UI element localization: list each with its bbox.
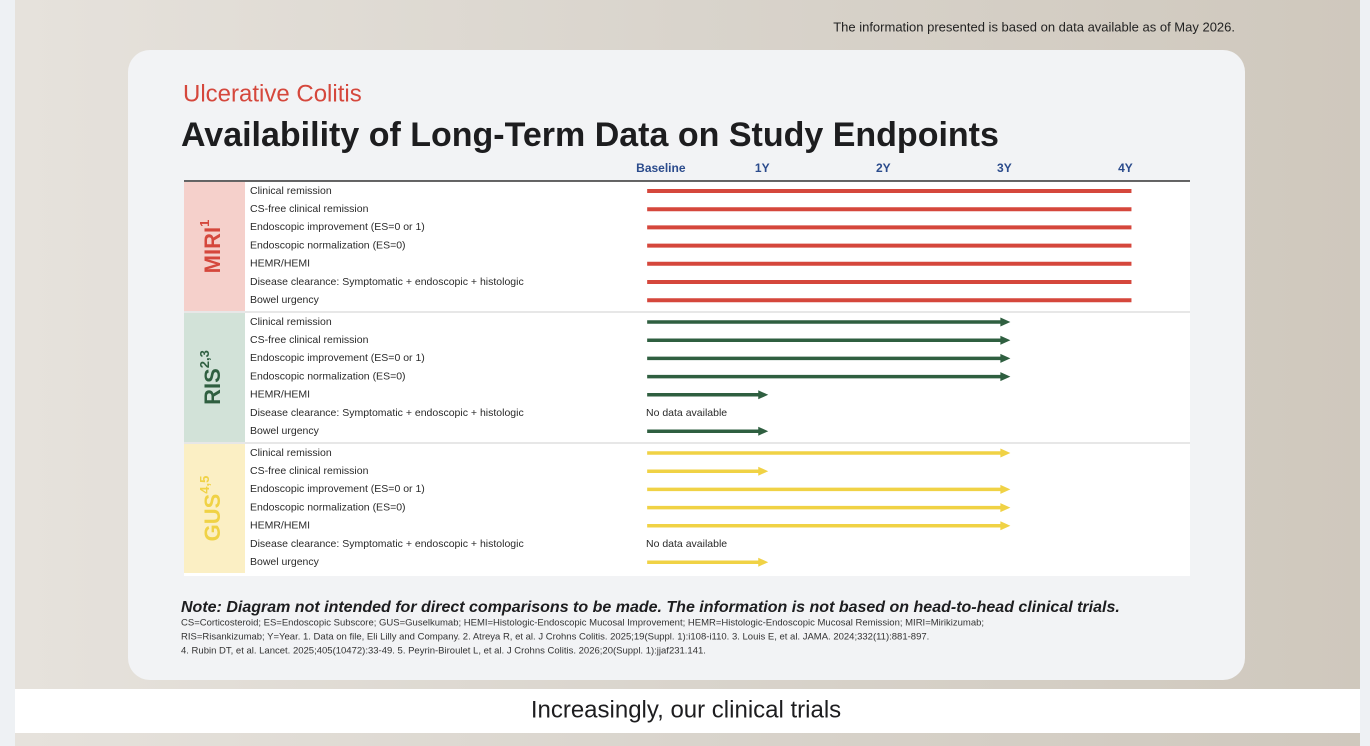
group-name: RIS <box>200 368 225 405</box>
endpoint-label: Clinical remission <box>250 447 332 459</box>
no-data-label: No data available <box>646 407 727 419</box>
endpoint-label: Bowel urgency <box>250 294 320 306</box>
page: The information presented is based on da… <box>0 0 1370 746</box>
x-tick-label: 4Y <box>1118 161 1133 175</box>
caption: Increasingly, our clinical trials <box>531 696 841 723</box>
footnote-line: CS=Corticosteroid; ES=Endoscopic Subscor… <box>181 618 984 629</box>
endpoint-label: CS-free clinical remission <box>250 465 369 477</box>
endpoint-label: Endoscopic improvement (ES=0 or 1) <box>250 483 425 495</box>
chart-subtitle: Ulcerative Colitis <box>183 80 362 107</box>
top-note: The information presented is based on da… <box>833 19 1235 34</box>
group-name: MIRI <box>200 227 225 273</box>
endpoint-label: Bowel urgency <box>250 425 320 437</box>
screen: The information presented is based on da… <box>0 0 1370 746</box>
endpoint-label: Endoscopic normalization (ES=0) <box>250 239 406 251</box>
endpoint-label: Endoscopic normalization (ES=0) <box>250 370 406 382</box>
no-data-label: No data available <box>646 538 727 550</box>
endpoint-label: Clinical remission <box>250 185 332 197</box>
endpoint-label: Bowel urgency <box>250 556 320 568</box>
group-name: GUS <box>200 494 225 542</box>
group-label: MIRI1 <box>197 220 224 274</box>
group-superscript: 2,3 <box>197 350 212 368</box>
endpoint-label: HEMR/HEMI <box>250 258 310 270</box>
endpoint-label: CS-free clinical remission <box>250 203 369 215</box>
endpoint-label: Disease clearance: Symptomatic + endosco… <box>250 276 524 288</box>
footnote-line: RIS=Risankizumab; Y=Year. 1. Data on fil… <box>181 632 929 643</box>
endpoint-label: HEMR/HEMI <box>250 520 310 532</box>
endpoint-label: HEMR/HEMI <box>250 389 310 401</box>
chart-title: Availability of Long-Term Data on Study … <box>181 116 999 154</box>
endpoint-label: Disease clearance: Symptomatic + endosco… <box>250 407 524 419</box>
endpoint-label: Endoscopic improvement (ES=0 or 1) <box>250 352 425 364</box>
group-superscript: 4,5 <box>197 476 212 494</box>
x-tick-label: 3Y <box>997 161 1012 175</box>
endpoint-label: Endoscopic normalization (ES=0) <box>250 501 406 513</box>
footnote-line: 4. Rubin DT, et al. Lancet. 2025;405(104… <box>181 646 706 657</box>
x-tick-label: Baseline <box>636 161 686 175</box>
group-superscript: 1 <box>197 220 212 227</box>
x-tick-label: 1Y <box>755 161 770 175</box>
x-tick-label: 2Y <box>876 161 891 175</box>
endpoint-label: Disease clearance: Symptomatic + endosco… <box>250 538 524 550</box>
endpoint-label: Endoscopic improvement (ES=0 or 1) <box>250 221 425 233</box>
endpoint-label: CS-free clinical remission <box>250 334 369 346</box>
endpoint-label: Clinical remission <box>250 316 332 328</box>
note: Note: Diagram not intended for direct co… <box>181 599 1120 616</box>
